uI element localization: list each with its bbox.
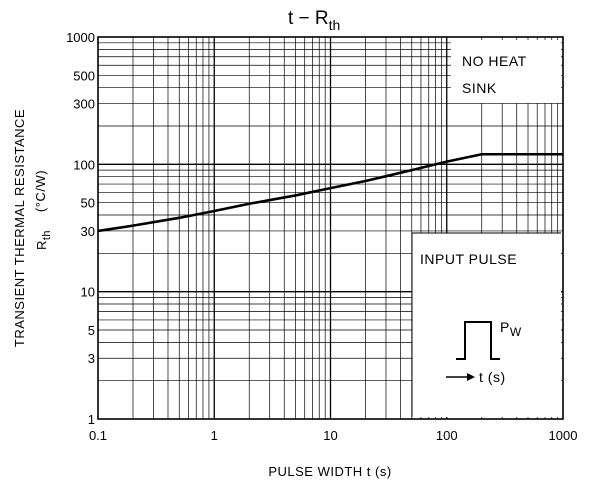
no-heat-sink-line1: NO HEAT (462, 53, 527, 69)
y-tick-label: 3 (88, 351, 95, 366)
title-main: t − R (288, 8, 329, 29)
x-tick-label: 1 (211, 428, 218, 443)
input-pulse-label: INPUT PULSE (420, 251, 517, 267)
y-axis-label-line3: (°C/W) (33, 170, 48, 212)
pulse-diagram: PW t (s) (446, 319, 522, 385)
pulse-arrow-head (467, 373, 475, 381)
y-tick-label: 100 (73, 157, 95, 172)
x-tick-label: 0.1 (89, 428, 107, 443)
pulse-pw-main: P (500, 319, 510, 335)
y-tick-label: 50 (81, 196, 95, 211)
y-tick-label: 300 (73, 97, 95, 112)
svg-text:t − Rth: t − Rth (288, 8, 340, 33)
pulse-pw-sub: W (510, 325, 522, 339)
title-sub: th (329, 17, 341, 33)
y-axis-label-r: R (34, 240, 49, 250)
pulse-waveform (456, 321, 500, 360)
series-line-0 (97, 152, 563, 233)
x-tick-label: 10 (323, 428, 337, 443)
no-heat-sink-box (451, 40, 561, 103)
series-container (97, 152, 563, 233)
x-axis-label: PULSE WIDTH t (s) (268, 464, 391, 479)
y-axis-label-th: th (41, 230, 53, 240)
y-tick-label: 10 (81, 285, 95, 300)
y-tick-label: 1000 (66, 30, 95, 45)
y-axis-label: TRANSIENT THERMAL RESISTANCE Rth (°C/W) (12, 109, 53, 347)
y-tick-label: 5 (88, 323, 95, 338)
chart-title: t − Rth (288, 8, 340, 33)
x-tick-label: 100 (436, 428, 458, 443)
y-tick-label: 500 (73, 68, 95, 83)
pulse-axis-label: t (s) (479, 369, 506, 385)
x-tick-label: 1000 (549, 428, 578, 443)
y-axis-label-line1: TRANSIENT THERMAL RESISTANCE (12, 109, 27, 347)
y-axis-label-line2: Rth (34, 230, 53, 250)
y-tick-label: 30 (81, 224, 95, 239)
no-heat-sink-line2: SINK (462, 80, 497, 96)
y-tick-label: 1 (88, 412, 95, 427)
input-pulse-box (412, 233, 561, 417)
pulse-pw-label: PW (500, 319, 522, 339)
